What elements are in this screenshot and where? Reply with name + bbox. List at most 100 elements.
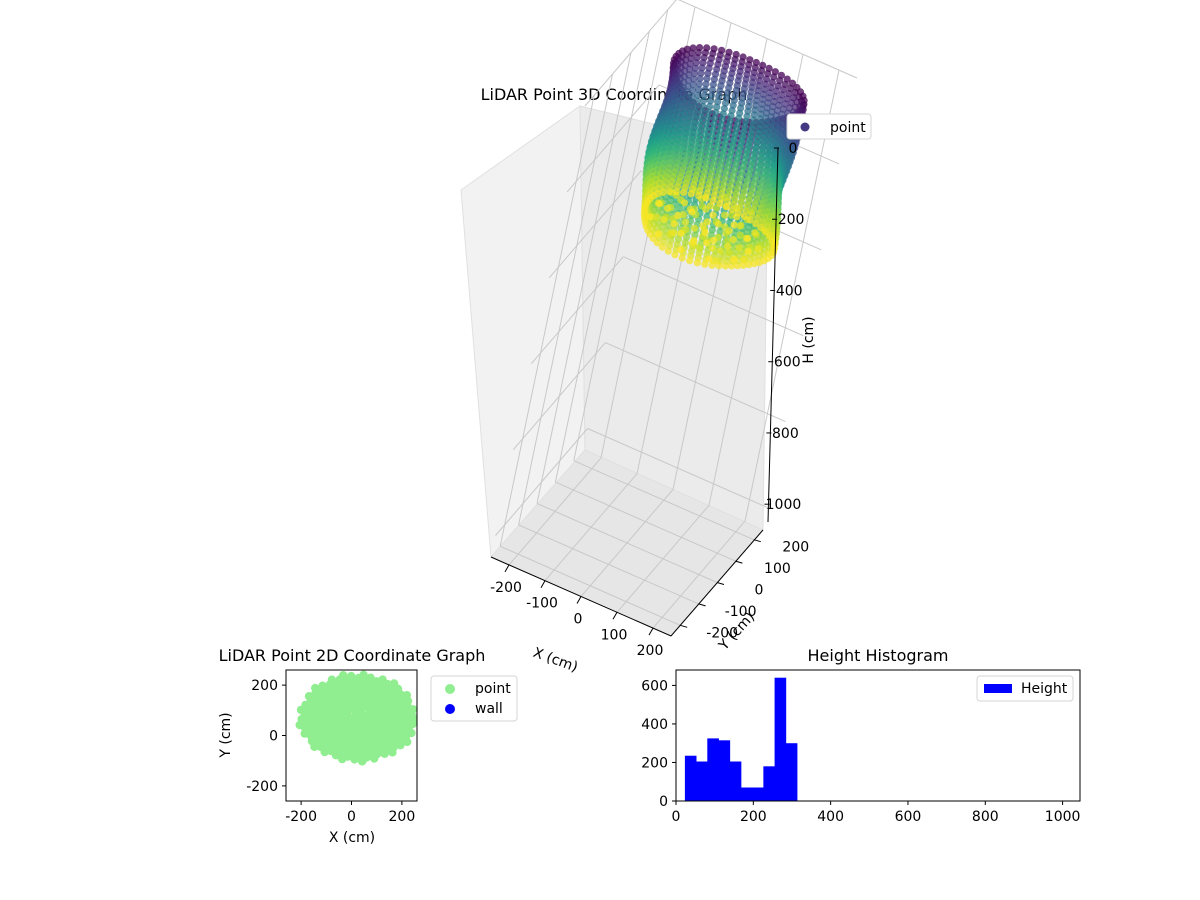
point-3d-1161 [731,130,739,138]
point-3d-573 [664,204,672,212]
point-2d-209 [380,749,389,758]
legend-2d-marker-point [445,684,455,694]
point-3d-1137 [723,163,732,171]
y-tick-label-2d-1: 0 [269,729,278,745]
point-2d-218 [347,671,356,681]
point-3d-538 [683,45,691,53]
point-2d-235 [358,757,367,766]
point-3d-991 [710,160,718,168]
point-3d-1106 [729,101,737,109]
point-3d-968 [714,98,722,106]
point-3d-955 [695,192,703,200]
point-3d-485 [678,254,686,262]
point-3d-988 [714,220,723,228]
point-3d-1183 [722,203,731,211]
grid-3d-z-side-3 [530,256,624,365]
histogram-plot: Height Histogram 0 200 400 600 800 1000 0 200 4… [641,646,1081,825]
point-region-2d [295,670,417,766]
point-2d-220 [409,705,417,714]
point-2d-237 [295,720,304,730]
plot-frame-hist [675,669,1081,802]
point-3d-1326 [740,188,748,196]
point-3d-745 [695,86,703,94]
y-tick-label-3d-2: 0 [755,583,764,599]
point-3d-289 [660,238,668,246]
point-2d-214 [350,755,359,764]
grid-3d-y-side-3 [554,30,650,483]
point-3d-1055 [716,161,725,169]
y-ticks-2d: -200 0 200 [246,678,286,795]
point-3d-1215 [733,155,742,163]
point-3d-1622 [788,79,797,87]
histogram-bar-3 [718,740,731,801]
point-3d-1206 [736,222,744,230]
z-axis-line [767,147,779,523]
legend-hist-label: Height [1021,681,1068,697]
point-3d-1256 [733,185,742,193]
point-3d-832 [693,141,701,149]
point-3d-807 [700,97,708,105]
point-3d-1223 [736,144,744,152]
point-3d-695 [688,92,696,100]
point-3d-1006 [713,143,721,151]
point-3d-1379 [752,145,760,153]
point-3d-535 [655,200,663,208]
x-axis-label-2d: X (cm) [329,830,375,846]
point-3d-1190 [730,221,738,229]
point-3d-1320 [739,193,747,201]
point-3d-1378 [771,68,779,76]
point-3d-1306 [747,131,755,139]
grid-3d-z-back-0 [678,0,858,79]
point-3d-526 [677,246,685,254]
point-3d-1267 [736,174,744,182]
point-3d-685 [689,81,697,89]
point-3d-1447 [750,205,758,213]
point-3d-866 [701,131,709,139]
z-ticks-3d: 0 200 400 600 800 1000 [764,141,804,513]
histogram-bar-0 [684,755,697,801]
point-2d-226 [327,675,337,684]
point-3d-607 [686,60,694,68]
histogram-bar-9 [785,743,798,801]
point-3d-798 [702,80,710,88]
point-3d-737 [703,44,711,52]
z-tick-label-3d-2: 400 [776,283,803,299]
point-3d-625 [693,259,702,267]
point-3d-1092 [721,211,729,219]
y-tick-label-3d-3: 100 [764,561,791,577]
point-3d-768 [708,261,716,269]
x-tick-3d-1 [540,580,546,588]
point-3d-1287 [742,152,750,160]
point-3d-789 [680,199,689,207]
point-3d-327 [646,213,654,221]
point-3d-598 [682,225,690,233]
y-tick-label-2d-0: -200 [246,779,278,795]
point-3d-1157 [730,136,738,144]
y-tick-label-hist-2: 400 [641,717,668,733]
point-3d-662 [681,218,690,226]
point-3d-993 [711,154,719,162]
point-3d-1016 [715,132,723,140]
point-3d-875 [705,108,713,116]
point-3d-961 [712,109,720,117]
point-3d-946 [709,126,717,134]
legend-3d-label: point [830,120,866,136]
grid-3d-z-back-4 [605,342,786,423]
point-3d-1149 [727,147,736,155]
point-3d-1082 [721,139,729,147]
point-3d-1038 [720,104,729,113]
point-2d-236 [389,679,399,688]
y-tick-label-3d-4: 200 [782,540,809,556]
point-3d-1315 [765,64,773,72]
histogram-bar-8 [774,677,787,801]
point-3d-923 [725,248,733,256]
point-3d-1262 [735,179,743,187]
point-3d-669 [692,59,700,67]
point-3d-661 [695,244,703,252]
point-3d-940 [708,131,716,139]
point-3d-878 [706,102,714,110]
point-3d-1400 [748,186,757,194]
point-2d-230 [388,748,397,757]
point-2d-238 [403,737,412,747]
